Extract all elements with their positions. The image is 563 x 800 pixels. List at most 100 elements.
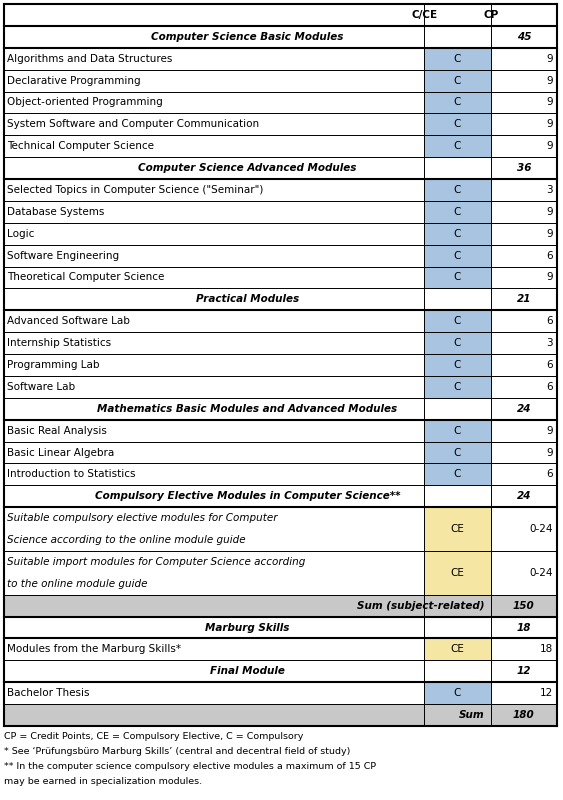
Bar (490, 310, 557, 332)
Bar (4, 332, 425, 354)
Text: 180: 180 (513, 710, 535, 720)
Text: Advanced Software Lab: Advanced Software Lab (7, 316, 130, 326)
Text: System Software and Computer Communication: System Software and Computer Communicati… (7, 119, 259, 130)
Bar (4, 222, 425, 245)
Bar (4, 48, 425, 70)
Bar (425, 201, 490, 222)
Text: 9: 9 (546, 207, 553, 217)
Text: C: C (454, 98, 461, 107)
Bar (425, 638, 490, 660)
Text: C: C (454, 185, 461, 195)
Bar (425, 442, 490, 463)
Text: Practical Modules: Practical Modules (196, 294, 299, 304)
Text: 150: 150 (513, 601, 535, 610)
Text: 24: 24 (517, 404, 531, 414)
Text: Suitable import modules for Computer Science according: Suitable import modules for Computer Sci… (7, 557, 305, 567)
Bar (425, 179, 490, 201)
Text: 9: 9 (546, 447, 553, 458)
Bar (425, 507, 490, 551)
Bar (490, 70, 557, 91)
Bar (4, 617, 557, 638)
Text: C: C (454, 250, 461, 261)
Text: CP = Credit Points, CE = Compulsory Elective, C = Compulsory: CP = Credit Points, CE = Compulsory Elec… (4, 732, 303, 741)
Text: Basic Real Analysis: Basic Real Analysis (7, 426, 107, 436)
Bar (4, 91, 425, 114)
Text: Basic Linear Algebra: Basic Linear Algebra (7, 447, 114, 458)
Text: C: C (454, 316, 461, 326)
Text: C/CE: C/CE (411, 10, 437, 20)
Text: C: C (454, 360, 461, 370)
Text: 0-24: 0-24 (529, 568, 553, 578)
Bar (425, 420, 490, 442)
Text: C: C (454, 229, 461, 238)
Text: Programming Lab: Programming Lab (7, 360, 100, 370)
Text: C: C (454, 119, 461, 130)
Text: CE: CE (450, 524, 464, 534)
Bar (490, 463, 557, 486)
Text: 18: 18 (517, 622, 531, 633)
Bar (490, 179, 557, 201)
Text: 6: 6 (546, 250, 553, 261)
Text: 6: 6 (546, 316, 553, 326)
Bar (4, 114, 425, 135)
Text: Declarative Programming: Declarative Programming (7, 75, 141, 86)
Bar (490, 201, 557, 222)
Text: 6: 6 (546, 470, 553, 479)
Text: 9: 9 (546, 229, 553, 238)
Text: 6: 6 (546, 360, 553, 370)
Bar (4, 660, 557, 682)
Bar (490, 682, 557, 704)
Bar (425, 354, 490, 376)
Bar (4, 135, 425, 157)
Text: Final Module: Final Module (210, 666, 285, 676)
Text: Compulsory Elective Modules in Computer Science**: Compulsory Elective Modules in Computer … (95, 491, 400, 502)
Bar (490, 551, 557, 594)
Bar (490, 91, 557, 114)
Text: C: C (454, 273, 461, 282)
Bar (490, 507, 557, 551)
Bar (490, 114, 557, 135)
Bar (425, 222, 490, 245)
Bar (4, 310, 425, 332)
Bar (4, 682, 425, 704)
Text: Internship Statistics: Internship Statistics (7, 338, 111, 348)
Text: Algorithms and Data Structures: Algorithms and Data Structures (7, 54, 172, 64)
Text: Theoretical Computer Science: Theoretical Computer Science (7, 273, 164, 282)
Bar (4, 289, 557, 310)
Text: C: C (454, 426, 461, 436)
Bar (4, 463, 425, 486)
Text: 18: 18 (540, 645, 553, 654)
Text: 12: 12 (517, 666, 531, 676)
Text: Introduction to Statistics: Introduction to Statistics (7, 470, 136, 479)
Bar (425, 463, 490, 486)
Text: C: C (454, 447, 461, 458)
Text: C: C (454, 142, 461, 151)
Bar (425, 245, 490, 266)
Bar (4, 704, 557, 726)
Bar (4, 157, 557, 179)
Bar (4, 486, 557, 507)
Text: 9: 9 (546, 273, 553, 282)
Text: 0-24: 0-24 (529, 524, 553, 534)
Text: may be earned in specialization modules.: may be earned in specialization modules. (4, 777, 202, 786)
Text: Selected Topics in Computer Science ("Seminar"): Selected Topics in Computer Science ("Se… (7, 185, 263, 195)
Bar (4, 594, 557, 617)
Text: 24: 24 (517, 491, 531, 502)
Bar (4, 354, 425, 376)
Text: Suitable compulsory elective modules for Computer: Suitable compulsory elective modules for… (7, 513, 278, 523)
Text: Technical Computer Science: Technical Computer Science (7, 142, 154, 151)
Text: * See ‘Prüfungsbüro Marburg Skills’ (central and decentral field of study): * See ‘Prüfungsbüro Marburg Skills’ (cen… (4, 747, 350, 756)
Bar (490, 638, 557, 660)
Bar (490, 420, 557, 442)
Bar (4, 551, 425, 594)
Text: C: C (454, 688, 461, 698)
Text: 9: 9 (546, 54, 553, 64)
Bar (425, 310, 490, 332)
Text: Science according to the online module guide: Science according to the online module g… (7, 535, 245, 545)
Text: Sum: Sum (459, 710, 485, 720)
Bar (425, 48, 490, 70)
Bar (425, 266, 490, 289)
Bar (425, 376, 490, 398)
Text: CP: CP (483, 10, 498, 20)
Text: Marburg Skills: Marburg Skills (205, 622, 289, 633)
